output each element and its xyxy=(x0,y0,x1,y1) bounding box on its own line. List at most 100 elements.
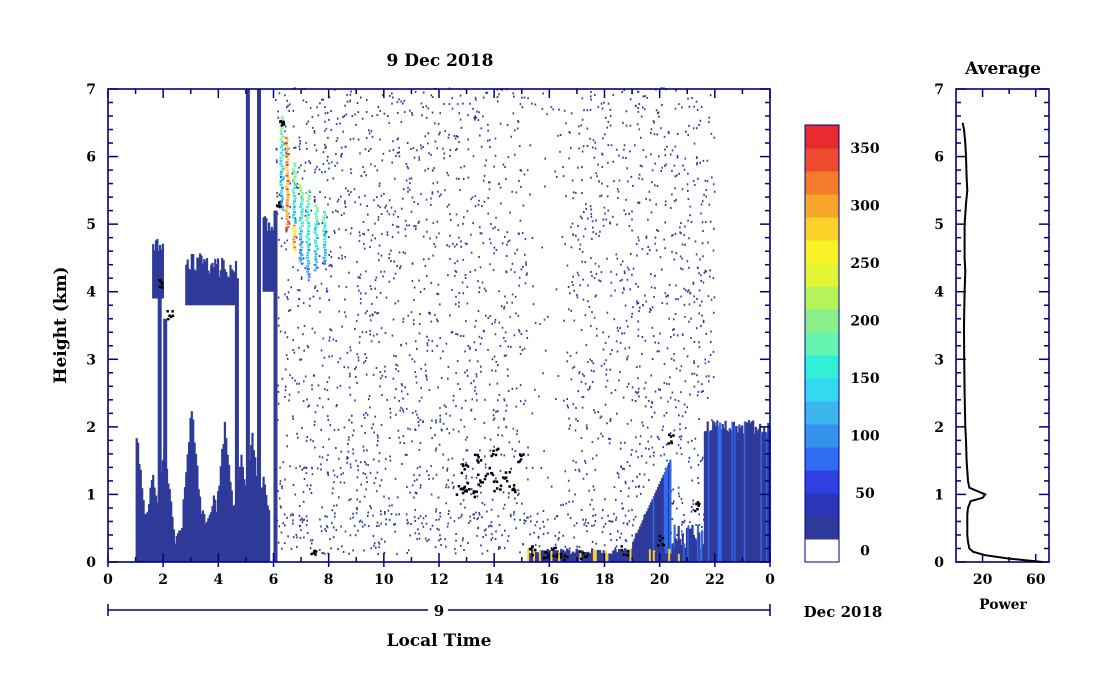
heatmap-cell xyxy=(645,300,648,303)
heatmap-cell xyxy=(370,319,372,322)
heatmap-cell xyxy=(337,198,340,201)
heatmap-cell xyxy=(447,512,450,515)
heatmap-cell xyxy=(503,547,506,550)
heatmap-cell xyxy=(408,188,411,191)
heatmap-cell xyxy=(462,292,465,295)
heatmap-cell xyxy=(680,365,683,368)
heatmap-cell xyxy=(375,276,378,279)
heatmap-cell xyxy=(428,389,431,391)
heatmap-cell xyxy=(425,275,428,278)
heatmap-cell xyxy=(498,524,501,526)
heatmap-cell xyxy=(512,112,515,115)
heatmap-cell xyxy=(360,292,362,295)
heatmap-cell xyxy=(419,465,421,468)
heatmap-cell xyxy=(673,333,675,336)
heatmap-cell xyxy=(670,357,673,360)
heatmap-cell xyxy=(616,257,619,260)
heatmap-cell xyxy=(564,243,566,246)
colorbar-swatch xyxy=(805,286,839,310)
heatmap-cell xyxy=(208,273,211,306)
heatmap-cell xyxy=(464,438,467,441)
heatmap-cell xyxy=(455,493,459,496)
heatmap-cell xyxy=(575,522,578,525)
heatmap-cell xyxy=(269,230,272,292)
heatmap-cell xyxy=(305,219,309,222)
heatmap-cell xyxy=(302,491,305,494)
heatmap-cell xyxy=(474,195,477,198)
heatmap-cell xyxy=(343,366,346,369)
heatmap-cell xyxy=(476,110,478,113)
heatmap-cell xyxy=(145,513,148,562)
heatmap-cell xyxy=(648,190,651,193)
heatmap-cell xyxy=(328,236,330,239)
heatmap-cell xyxy=(697,365,699,368)
heatmap-cell xyxy=(448,103,451,106)
heatmap-cell xyxy=(671,149,674,152)
heatmap-cell xyxy=(500,202,502,205)
heatmap-cell xyxy=(671,234,673,237)
heatmap-cell xyxy=(422,258,425,261)
heatmap-cell xyxy=(196,257,199,306)
heatmap-cell xyxy=(289,514,292,517)
heatmap-cell xyxy=(671,193,673,196)
heatmap-cell xyxy=(678,436,681,438)
heatmap-cell xyxy=(456,243,458,246)
heatmap-cell xyxy=(466,482,470,485)
heatmap-cell xyxy=(475,349,477,351)
heatmap-cell xyxy=(406,486,408,489)
heatmap-cell xyxy=(474,117,476,120)
heatmap-cell xyxy=(698,289,701,292)
heatmap-cell xyxy=(484,463,487,466)
heatmap-cell xyxy=(409,109,411,112)
heatmap-cell xyxy=(291,172,294,175)
heatmap-cell xyxy=(469,346,471,349)
heatmap-cell xyxy=(504,235,506,238)
heatmap-cell xyxy=(277,490,279,493)
heatmap-cell xyxy=(279,203,283,206)
heatmap-cell xyxy=(523,519,526,522)
heatmap-cell xyxy=(284,389,287,392)
heatmap-cell xyxy=(392,318,395,321)
heatmap-cell xyxy=(646,252,649,255)
heatmap-cell xyxy=(569,424,571,427)
heatmap-cell xyxy=(714,426,717,562)
heatmap-cell xyxy=(473,495,477,499)
heatmap-cell xyxy=(495,530,497,533)
heatmap-cell xyxy=(388,257,390,259)
heatmap-cell xyxy=(281,547,283,550)
heatmap-cell xyxy=(494,226,496,229)
heatmap-cell xyxy=(301,427,303,429)
heatmap-cell xyxy=(500,305,503,308)
heatmap-cell xyxy=(496,382,499,385)
heatmap-cell xyxy=(505,404,508,407)
heatmap-cell xyxy=(663,135,666,138)
heatmap-cell xyxy=(278,525,281,528)
heatmap-cell xyxy=(426,470,428,473)
heatmap-cell xyxy=(670,440,673,443)
heatmap-cell xyxy=(275,147,278,150)
heatmap-cell xyxy=(437,190,439,193)
heatmap-cell xyxy=(626,554,630,557)
heatmap-cell xyxy=(363,171,366,173)
heatmap-cell xyxy=(761,431,764,562)
heatmap-cell xyxy=(472,222,474,225)
heatmap-cell xyxy=(620,545,623,548)
heatmap-cell xyxy=(711,419,713,422)
heatmap-cell xyxy=(358,196,360,199)
heatmap-cell xyxy=(440,544,442,546)
heatmap-cell xyxy=(365,411,367,414)
heatmap-cell xyxy=(680,438,682,441)
heatmap-cell xyxy=(575,234,577,237)
heatmap-cell xyxy=(520,169,522,172)
heatmap-cell xyxy=(350,90,352,93)
heatmap-cell xyxy=(515,387,518,390)
heatmap-cell xyxy=(507,156,510,159)
heatmap-cell xyxy=(309,191,311,193)
heatmap-cell xyxy=(279,151,283,154)
heatmap-cell xyxy=(588,387,591,390)
heatmap-cell xyxy=(705,221,707,223)
heatmap-cell xyxy=(604,133,606,136)
heatmap-cell xyxy=(540,550,544,562)
heatmap-cell xyxy=(525,261,527,264)
heatmap-cell xyxy=(365,476,368,479)
